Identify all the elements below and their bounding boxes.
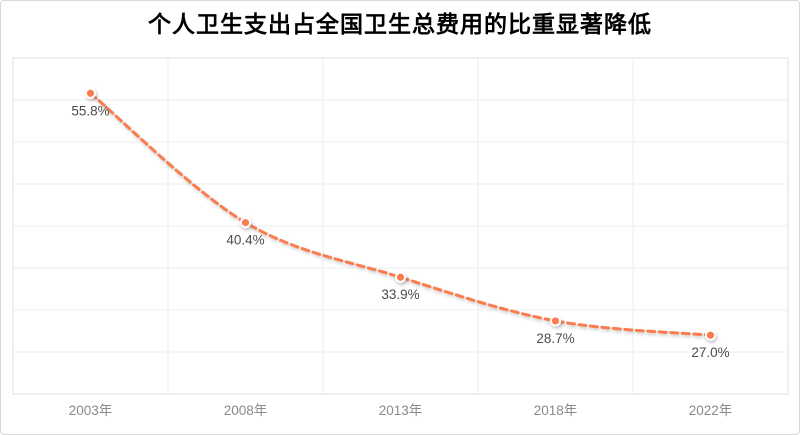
x-axis-label: 2003年 (69, 403, 113, 418)
data-point-marker[interactable] (239, 217, 252, 229)
x-axis-label: 2022年 (689, 403, 733, 418)
data-point-marker[interactable] (394, 271, 407, 283)
x-axis-label: 2013年 (379, 403, 423, 418)
data-label: 28.7% (536, 331, 574, 346)
x-axis-label: 2008年 (224, 403, 268, 418)
data-point-marker[interactable] (704, 329, 717, 341)
data-label: 33.9% (381, 287, 419, 302)
data-label: 55.8% (71, 103, 109, 118)
data-point-marker[interactable] (549, 315, 562, 327)
data-label: 27.0% (691, 345, 729, 360)
chart-title: 个人卫生支出占全国卫生总费用的比重显著降低 (148, 11, 652, 37)
data-label: 40.4% (226, 233, 264, 248)
data-point-marker[interactable] (84, 87, 97, 99)
x-axis-label: 2018年 (534, 403, 578, 418)
plot-border (12, 57, 789, 395)
